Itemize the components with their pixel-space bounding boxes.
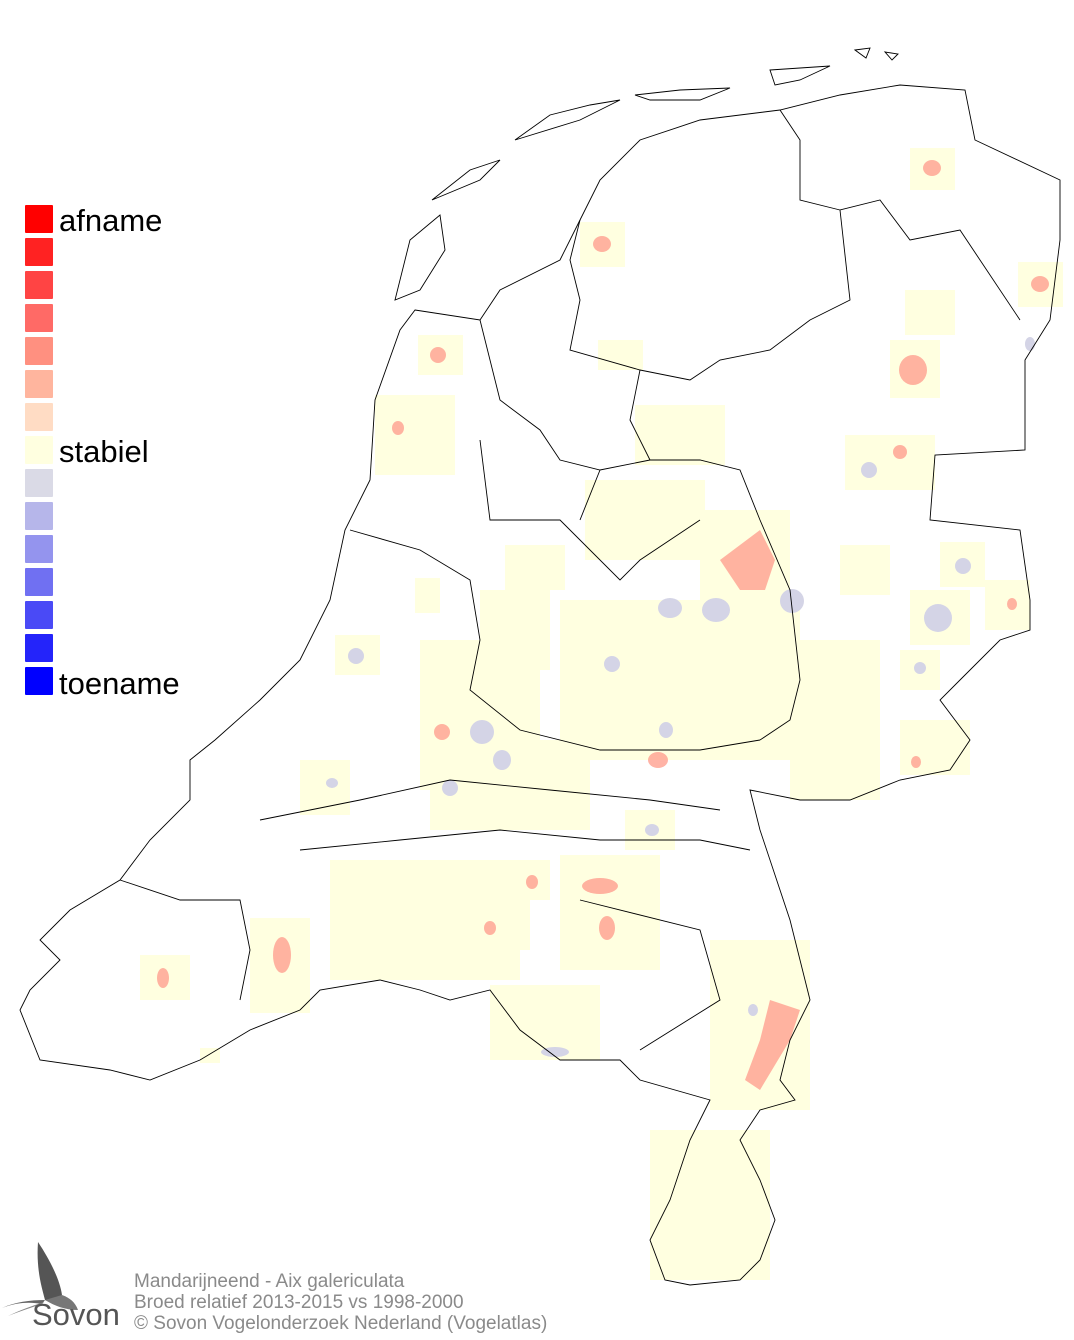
legend-swatch bbox=[25, 238, 53, 266]
swallow-logo-icon bbox=[2, 1242, 78, 1316]
legend-label-stable: stabiel bbox=[59, 434, 149, 469]
legend-swatch bbox=[25, 667, 53, 695]
legend-swatch bbox=[25, 469, 53, 497]
increase-areas bbox=[326, 337, 1035, 1057]
species-title: Mandarijneend - Aix galericulata bbox=[134, 1271, 405, 1292]
stable-areas bbox=[140, 148, 1063, 1280]
country-outline bbox=[19, 84, 1061, 1286]
legend-swatch bbox=[25, 403, 53, 431]
legend-swatch bbox=[25, 271, 53, 299]
legend-swatch bbox=[25, 568, 53, 596]
legend-swatch bbox=[25, 370, 53, 398]
legend-swatch bbox=[25, 535, 53, 563]
decline-areas bbox=[157, 160, 1049, 1090]
map-subtitle: Broed relatief 2013-2015 vs 1998-2000 bbox=[134, 1292, 464, 1313]
legend-swatch bbox=[25, 436, 53, 464]
legend-label-increase: toename bbox=[59, 666, 180, 701]
legend-swatch bbox=[25, 337, 53, 365]
wadden-islands bbox=[394, 47, 899, 301]
legend-swatch bbox=[25, 502, 53, 530]
sovon-logo-text: Sovon bbox=[32, 1297, 120, 1332]
legend-swatch bbox=[25, 634, 53, 662]
copyright: © Sovon Vogelonderzoek Nederland (Vogela… bbox=[134, 1313, 548, 1334]
legend-label-decline: afname bbox=[59, 203, 163, 238]
legend-swatch bbox=[25, 601, 53, 629]
legend-swatch bbox=[25, 205, 53, 233]
map-caption: Mandarijneend - Aix galericulata Broed r… bbox=[134, 1271, 547, 1334]
legend-swatch bbox=[25, 304, 53, 332]
